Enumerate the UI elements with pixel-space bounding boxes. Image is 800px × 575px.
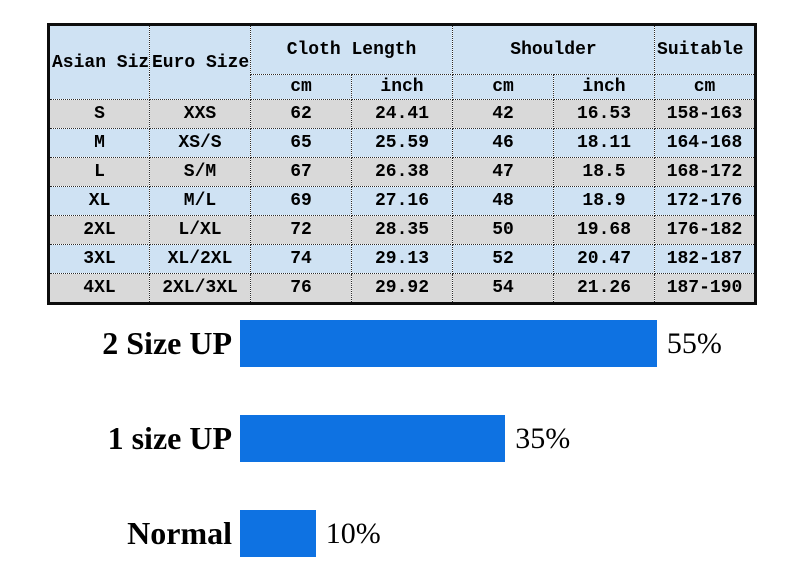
table-cell: S bbox=[48, 99, 150, 129]
header-cloth-inch: inch bbox=[351, 74, 453, 100]
chart-row: Normal 10% bbox=[47, 510, 787, 557]
table-cell: 3XL bbox=[48, 244, 150, 274]
table-row: 4XL 2XL/3XL 76 29.92 54 21.26 187-190 bbox=[48, 273, 757, 304]
size-up-bar-chart: 2 Size UP 55% 1 size UP 35% Normal 10% bbox=[47, 320, 787, 557]
table-row: 3XL XL/2XL 74 29.13 52 20.47 182-187 bbox=[48, 244, 757, 274]
header-shoulder-cm: cm bbox=[452, 74, 554, 100]
table-cell: 21.26 bbox=[552, 273, 656, 304]
table-cell: XL bbox=[48, 186, 150, 216]
table-cell: S/M bbox=[149, 157, 251, 187]
table-cell: 42 bbox=[452, 99, 554, 129]
table-cell: 67 bbox=[250, 157, 352, 187]
table-row: M XS/S 65 25.59 46 18.11 164-168 bbox=[48, 128, 757, 158]
size-table: Asian Size Euro Size Cloth Length Should… bbox=[47, 23, 758, 305]
chart-value-label: 35% bbox=[515, 421, 571, 455]
chart-bar-track: 10% bbox=[240, 510, 800, 557]
chart-row: 1 size UP 35% bbox=[47, 415, 787, 462]
chart-bar bbox=[240, 510, 316, 557]
header-shoulder: Shoulder bbox=[451, 24, 656, 75]
table-row: XL M/L 69 27.16 48 18.9 172-176 bbox=[48, 186, 757, 216]
table-cell: 69 bbox=[250, 186, 352, 216]
chart-value-label: 55% bbox=[666, 326, 722, 360]
chart-bar bbox=[240, 320, 657, 367]
table-cell: 47 bbox=[452, 157, 554, 187]
table-cell: 62 bbox=[250, 99, 352, 129]
table-cell: 26.38 bbox=[351, 157, 453, 187]
table-cell: 52 bbox=[452, 244, 554, 274]
table-cell: L/XL bbox=[149, 215, 251, 245]
table-cell: 2XL bbox=[48, 215, 150, 245]
table-cell: M/L bbox=[149, 186, 251, 216]
header-euro-size: Euro Size bbox=[149, 24, 251, 100]
table-cell: 187-190 bbox=[654, 273, 757, 304]
table-cell: 50 bbox=[452, 215, 554, 245]
table-cell: 20.47 bbox=[552, 244, 656, 274]
table-cell: 29.13 bbox=[351, 244, 453, 274]
chart-bar-track: 55% bbox=[240, 320, 800, 367]
table-cell: 54 bbox=[452, 273, 554, 304]
table-cell: 168-172 bbox=[654, 157, 757, 187]
table-cell: 19.68 bbox=[552, 215, 656, 245]
header-shoulder-inch: inch bbox=[552, 74, 656, 100]
table-row: 2XL L/XL 72 28.35 50 19.68 176-182 bbox=[48, 215, 757, 245]
table-cell: 27.16 bbox=[351, 186, 453, 216]
chart-category-label: Normal bbox=[127, 515, 232, 551]
chart-row: 2 Size UP 55% bbox=[47, 320, 787, 367]
table-cell: 18.5 bbox=[552, 157, 656, 187]
table-cell: 16.53 bbox=[552, 99, 656, 129]
table-cell: 76 bbox=[250, 273, 352, 304]
chart-bar bbox=[240, 415, 506, 462]
table-cell: 46 bbox=[452, 128, 554, 158]
table-cell: XS/S bbox=[149, 128, 251, 158]
header-cloth-cm: cm bbox=[250, 74, 352, 100]
table-cell: 48 bbox=[452, 186, 554, 216]
size-table-body: S XXS 62 24.41 42 16.53 158-163 M XS/S 65 25.59 46 1… bbox=[48, 99, 757, 304]
table-cell: 24.41 bbox=[351, 99, 453, 129]
chart-bar-track: 35% bbox=[240, 415, 800, 462]
table-cell: XL/2XL bbox=[149, 244, 251, 274]
table-cell: 25.59 bbox=[351, 128, 453, 158]
table-cell: L bbox=[48, 157, 150, 187]
size-table-header: Asian Size Euro Size Cloth Length Should… bbox=[48, 24, 757, 100]
table-cell: 29.92 bbox=[351, 273, 453, 304]
table-cell: 18.11 bbox=[552, 128, 656, 158]
table-cell: 18.9 bbox=[552, 186, 656, 216]
header-suitable-height: Suitable Height bbox=[654, 24, 757, 75]
table-cell: 72 bbox=[250, 215, 352, 245]
table-row: S XXS 62 24.41 42 16.53 158-163 bbox=[48, 99, 757, 129]
table-cell: 182-187 bbox=[654, 244, 757, 274]
chart-value-label: 10% bbox=[325, 516, 381, 550]
table-cell: 172-176 bbox=[654, 186, 757, 216]
table-cell: 2XL/3XL bbox=[149, 273, 251, 304]
table-cell: 4XL bbox=[48, 273, 150, 304]
header-height-cm: cm bbox=[654, 74, 757, 100]
table-cell: 65 bbox=[250, 128, 352, 158]
table-cell: 176-182 bbox=[654, 215, 757, 245]
chart-category-label: 1 size UP bbox=[107, 420, 232, 456]
table-cell: XXS bbox=[149, 99, 251, 129]
table-row: L S/M 67 26.38 47 18.5 168-172 bbox=[48, 157, 757, 187]
table-cell: 74 bbox=[250, 244, 352, 274]
header-asian-size: Asian Size bbox=[48, 24, 150, 100]
chart-category-label: 2 Size UP bbox=[102, 325, 232, 361]
table-cell: 28.35 bbox=[351, 215, 453, 245]
table-cell: 164-168 bbox=[654, 128, 757, 158]
header-cloth-length: Cloth Length bbox=[250, 24, 453, 75]
table-cell: M bbox=[48, 128, 150, 158]
table-cell: 158-163 bbox=[654, 99, 757, 129]
